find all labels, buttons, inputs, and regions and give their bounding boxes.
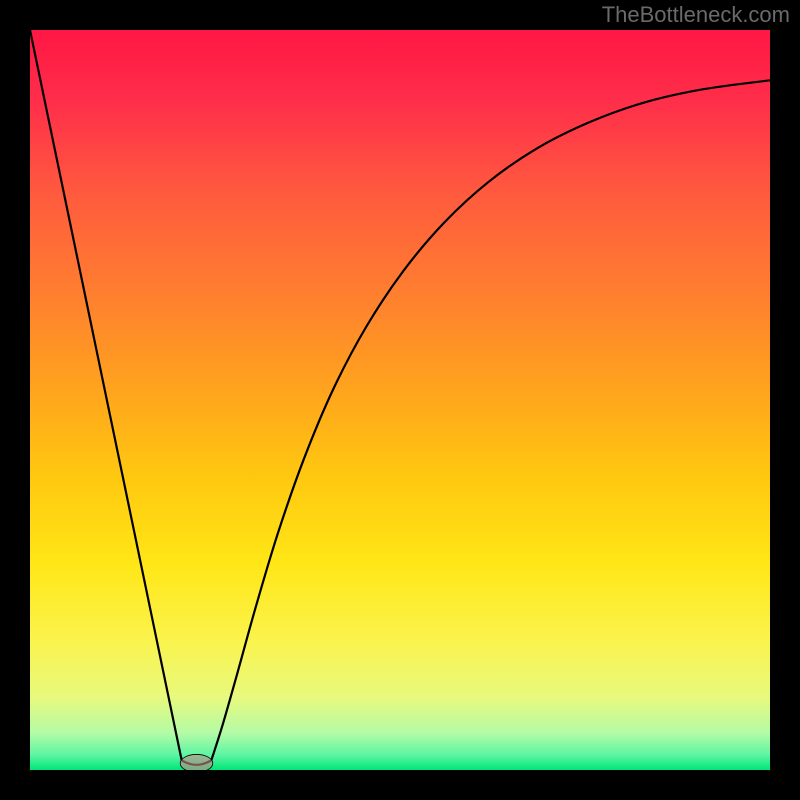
watermark-text: TheBottleneck.com [602,2,790,28]
bottleneck-curve [30,30,770,765]
chart-container: TheBottleneck.com [0,0,800,800]
plot-area [30,30,770,770]
optimum-marker [180,754,213,770]
curve-layer [30,30,770,770]
